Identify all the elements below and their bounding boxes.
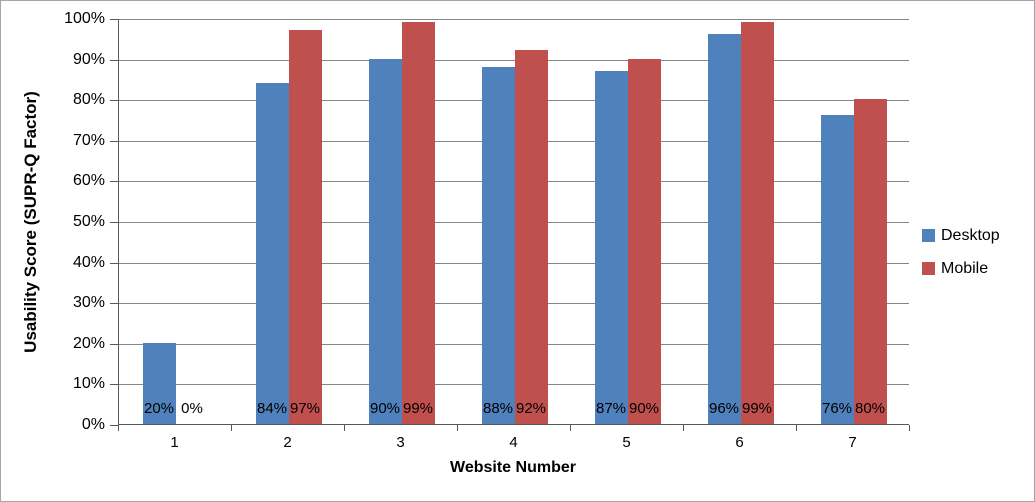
x-tick-mark [796,425,797,431]
data-label-mobile-4: 92% [515,400,547,417]
y-tick-mark [110,303,118,305]
data-label-desktop-4: 88% [482,400,514,417]
data-label-desktop-1: 20% [143,400,175,417]
bar-desktop-1 [142,342,176,424]
gridline [119,19,909,20]
x-tick-mark [457,425,458,431]
gridline [119,59,909,61]
bar-desktop-5 [594,70,628,424]
legend-item-mobile: Mobile [922,259,1000,278]
y-tick-label: 60% [72,172,105,190]
y-tick-label: 0% [81,416,105,433]
x-tick-mark [909,425,910,431]
data-label-mobile-5: 90% [628,400,660,417]
y-tick-mark [110,222,118,223]
x-category-label: 6 [735,434,744,451]
bar-desktop-3 [368,58,402,424]
bar-mobile-2 [288,30,322,424]
bar-desktop-2 [255,82,289,424]
data-label-desktop-7: 76% [821,400,853,417]
y-tick-mark [110,384,118,386]
x-category-label: 7 [848,434,857,451]
y-tick-mark [110,181,118,183]
y-tick-mark [110,100,118,102]
y-tick-mark [110,425,118,426]
x-tick-mark [683,425,684,431]
bar-mobile-4 [514,50,548,424]
bar-mobile-6 [740,22,774,424]
x-tick-mark [570,425,571,431]
bar-mobile-5 [627,58,661,424]
data-label-desktop-3: 90% [369,400,401,417]
x-tick-mark [231,425,232,431]
y-tick-label: 10% [72,375,105,393]
x-category-label: 4 [509,434,518,451]
data-label-mobile-3: 99% [402,400,434,417]
x-category-label: 3 [396,434,405,451]
bar-mobile-7 [853,99,887,424]
data-label-mobile-7: 80% [854,400,886,417]
x-category-label: 5 [622,434,631,451]
data-label-desktop-6: 96% [708,400,740,417]
y-tick-mark [110,343,118,345]
legend-item-desktop: Desktop [922,226,1000,245]
y-tick-mark [110,59,118,61]
plot-area: 20% 0% 84% 97% 90% 99% 88% 92% 87% 90% 96% 99% 76% 80… [118,19,909,425]
y-tick-label: 80% [72,91,105,109]
data-label-mobile-2: 97% [289,400,321,417]
y-tick-label: 100% [64,10,105,27]
y-tick-mark [110,19,118,20]
x-category-label: 2 [283,434,292,451]
y-tick-label: 30% [72,294,105,312]
legend-swatch-mobile [922,262,935,276]
data-label-desktop-2: 84% [256,400,288,417]
x-axis-title: Website Number [450,459,576,476]
x-tick-mark [344,425,345,431]
y-tick-label: 50% [72,213,105,230]
bar-desktop-4 [481,66,515,424]
legend-label-mobile: Mobile [941,260,989,278]
y-tick-label: 90% [72,50,105,68]
data-label-mobile-1: 0% [181,400,203,417]
bar-desktop-6 [707,34,741,424]
y-tick-mark [110,262,118,264]
y-tick-label: 70% [72,131,105,149]
data-label-desktop-5: 87% [595,400,627,417]
data-label-mobile-6: 99% [741,400,773,417]
y-tick-mark [110,140,118,142]
legend-label-desktop: Desktop [941,227,1000,244]
x-tick-mark [118,425,119,431]
bar-mobile-3 [401,22,435,424]
y-tick-label: 20% [72,334,105,352]
bar-desktop-7 [820,115,854,424]
legend-swatch-desktop [922,229,935,243]
y-tick-label: 40% [72,253,105,271]
legend: Desktop Mobile [922,226,1000,278]
x-category-label: 1 [170,434,179,451]
